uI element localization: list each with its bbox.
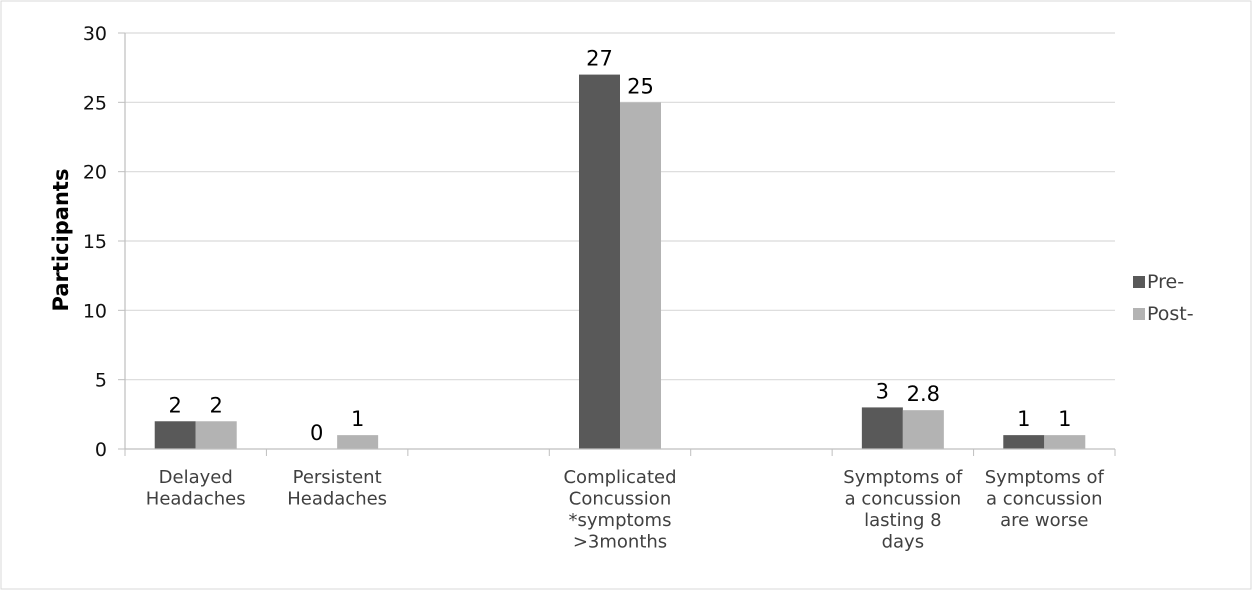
x-tick-label: Symptoms of a concussion lasting 8 days	[843, 467, 963, 553]
x-tick-label-line: Symptoms of	[843, 467, 963, 488]
x-tick-label-line: Delayed	[159, 467, 233, 488]
y-tick-label: 20	[83, 162, 107, 184]
x-tick-label-line: a concussion	[845, 489, 962, 510]
x-tick-label-line: a concussion	[986, 489, 1103, 510]
x-tick-label-line: Headaches	[146, 489, 246, 510]
bar-pre	[861, 407, 903, 449]
data-label: 1	[351, 407, 364, 431]
bar-post	[902, 410, 944, 449]
data-label: 2	[210, 393, 223, 417]
x-tick-label: Persistent Headaches	[287, 467, 387, 510]
bar-post	[337, 435, 379, 449]
bar-post	[620, 102, 661, 449]
legend-label: Pre-	[1147, 271, 1184, 293]
x-tick-label-line: days	[882, 532, 925, 553]
bar-pre	[579, 74, 620, 449]
bar-pre	[154, 421, 196, 449]
x-tick-label-line: Persistent	[293, 467, 382, 488]
legend-swatch	[1133, 276, 1145, 288]
x-tick-label-line: Concussion	[569, 489, 671, 510]
x-tick-label-line: Symptoms of	[985, 467, 1105, 488]
data-label: 2.8	[907, 382, 940, 406]
data-label: 2	[169, 393, 182, 417]
data-label: 1	[1058, 407, 1071, 431]
bar-post	[195, 421, 237, 449]
data-label: 25	[627, 74, 654, 98]
data-label: 3	[876, 379, 889, 403]
x-tick-label-line: *symptoms	[569, 510, 672, 531]
x-tick-label-line: >3months	[573, 532, 667, 553]
y-tick-label: 5	[95, 370, 107, 392]
legend-swatch	[1133, 308, 1145, 320]
x-tick-label-line: Complicated	[563, 467, 676, 488]
y-axis-title: Participants	[49, 169, 73, 312]
bar-pre	[1003, 435, 1045, 449]
x-tick-label-line: are worse	[1000, 510, 1088, 531]
x-tick-label: Symptoms of a concussion are worse	[985, 467, 1105, 531]
data-label: 27	[586, 47, 613, 71]
x-tick-label: Complicated Concussion *symptoms >3months	[563, 467, 676, 553]
y-tick-label: 0	[95, 439, 107, 461]
y-tick-label: 30	[83, 23, 107, 45]
data-label: 0	[310, 421, 323, 445]
x-tick-label-line: lasting 8	[864, 510, 941, 531]
data-label: 1	[1017, 407, 1030, 431]
y-tick-label: 25	[83, 92, 107, 114]
bar-post	[1044, 435, 1086, 449]
x-tick-label: Delayed Headaches	[146, 467, 246, 510]
x-tick-label-line: Headaches	[287, 489, 387, 510]
y-tick-label: 15	[83, 231, 107, 253]
legend-label: Post-	[1147, 303, 1194, 325]
y-tick-label: 10	[83, 300, 107, 322]
